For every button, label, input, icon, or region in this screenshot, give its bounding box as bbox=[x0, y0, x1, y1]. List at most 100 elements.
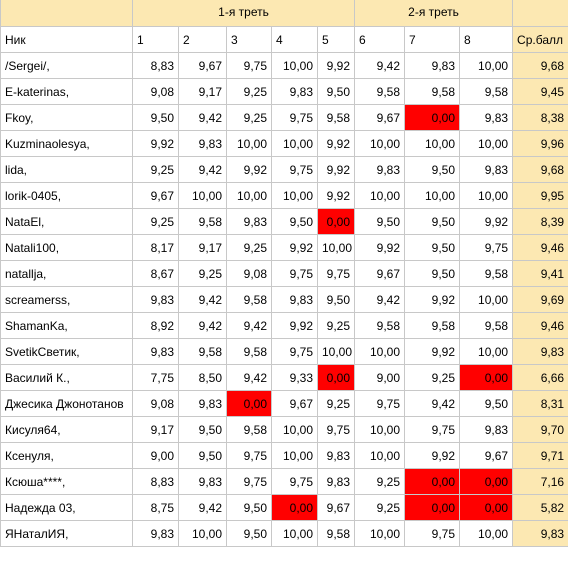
score-cell[interactable]: 10,00 bbox=[459, 338, 514, 365]
average-cell[interactable]: 9,96 bbox=[512, 130, 568, 157]
score-cell[interactable]: 9,50 bbox=[226, 494, 272, 521]
score-cell[interactable]: 9,83 bbox=[459, 156, 514, 183]
column-header-7[interactable]: 7 bbox=[404, 26, 461, 53]
score-cell[interactable]: 10,00 bbox=[316, 234, 356, 261]
participant-name-cell[interactable]: /Sergei/, bbox=[0, 52, 133, 79]
score-cell[interactable]: 9,42 bbox=[226, 364, 272, 391]
score-cell[interactable]: 9,67 bbox=[271, 390, 318, 417]
score-cell[interactable]: 9,58 bbox=[404, 78, 461, 105]
average-cell[interactable]: 6,66 bbox=[512, 364, 568, 391]
score-cell[interactable]: 10,00 bbox=[271, 182, 318, 209]
score-cell[interactable]: 10,00 bbox=[271, 416, 318, 443]
participant-name-cell[interactable]: NataEl, bbox=[0, 208, 133, 235]
score-cell[interactable]: 10,00 bbox=[271, 520, 318, 547]
column-header-3[interactable]: 3 bbox=[226, 26, 272, 53]
score-cell[interactable]: 9,08 bbox=[132, 390, 179, 417]
average-cell[interactable]: 9,83 bbox=[512, 338, 568, 365]
score-cell[interactable]: 7,75 bbox=[132, 364, 179, 391]
score-cell[interactable]: 9,83 bbox=[271, 286, 318, 313]
column-header-avg[interactable]: Ср.балл bbox=[512, 26, 568, 53]
score-cell[interactable]: 9,58 bbox=[354, 312, 406, 339]
score-cell[interactable]: 9,83 bbox=[459, 104, 514, 131]
participant-name-cell[interactable]: Василий К., bbox=[0, 364, 133, 391]
participant-name-cell[interactable]: lida, bbox=[0, 156, 133, 183]
average-cell[interactable]: 9,45 bbox=[512, 78, 568, 105]
score-cell[interactable]: 9,58 bbox=[226, 416, 272, 443]
average-cell[interactable]: 9,68 bbox=[512, 52, 568, 79]
score-cell[interactable]: 9,92 bbox=[404, 338, 461, 365]
score-cell[interactable]: 9,58 bbox=[316, 104, 356, 131]
score-cell[interactable]: 8,17 bbox=[132, 234, 179, 261]
score-cell[interactable]: 9,67 bbox=[459, 442, 514, 469]
score-cell[interactable]: 9,08 bbox=[226, 260, 272, 287]
score-cell[interactable]: 9,42 bbox=[178, 104, 227, 131]
score-cell[interactable]: 9,67 bbox=[316, 494, 356, 521]
column-header-1[interactable]: 1 bbox=[132, 26, 179, 53]
average-cell[interactable]: 9,83 bbox=[512, 520, 568, 547]
score-cell[interactable]: 9,58 bbox=[404, 312, 461, 339]
score-cell[interactable]: 9,75 bbox=[226, 442, 272, 469]
average-cell[interactable]: 8,31 bbox=[512, 390, 568, 417]
score-cell[interactable]: 9,50 bbox=[316, 286, 356, 313]
score-cell[interactable]: 9,17 bbox=[178, 234, 227, 261]
average-cell[interactable]: 5,82 bbox=[512, 494, 568, 521]
average-cell[interactable]: 9,71 bbox=[512, 442, 568, 469]
participant-name-cell[interactable]: Ксенуля, bbox=[0, 442, 133, 469]
score-cell[interactable]: 9,33 bbox=[271, 364, 318, 391]
score-cell[interactable]: 10,00 bbox=[178, 520, 227, 547]
score-cell[interactable]: 9,92 bbox=[271, 234, 318, 261]
score-cell[interactable]: 10,00 bbox=[404, 130, 461, 157]
participant-name-cell[interactable]: Natali100, bbox=[0, 234, 133, 261]
score-cell[interactable]: 10,00 bbox=[459, 182, 514, 209]
group-second-third[interactable]: 2-я треть bbox=[354, 0, 514, 27]
column-header-5[interactable]: 5 bbox=[316, 26, 356, 53]
score-cell[interactable]: 9,25 bbox=[354, 494, 406, 521]
score-cell[interactable]: 9,58 bbox=[316, 520, 356, 547]
score-cell[interactable]: 9,67 bbox=[178, 52, 227, 79]
score-cell[interactable]: 0,00 bbox=[404, 468, 461, 495]
score-cell[interactable]: 9,58 bbox=[178, 208, 227, 235]
participant-name-cell[interactable]: natallja, bbox=[0, 260, 133, 287]
score-cell[interactable]: 9,75 bbox=[404, 416, 461, 443]
score-cell[interactable]: 9,67 bbox=[354, 260, 406, 287]
score-cell[interactable]: 10,00 bbox=[226, 130, 272, 157]
score-cell[interactable]: 9,25 bbox=[316, 390, 356, 417]
score-cell[interactable]: 9,92 bbox=[226, 156, 272, 183]
score-cell[interactable]: 9,83 bbox=[178, 468, 227, 495]
score-cell[interactable]: 0,00 bbox=[271, 494, 318, 521]
score-cell[interactable]: 9,25 bbox=[226, 78, 272, 105]
score-cell[interactable]: 9,50 bbox=[178, 416, 227, 443]
column-header-4[interactable]: 4 bbox=[271, 26, 318, 53]
score-cell[interactable]: 9,58 bbox=[226, 338, 272, 365]
score-cell[interactable]: 9,25 bbox=[404, 364, 461, 391]
participant-name-cell[interactable]: lorik-0405, bbox=[0, 182, 133, 209]
score-cell[interactable]: 10,00 bbox=[354, 182, 406, 209]
score-cell[interactable]: 9,92 bbox=[316, 52, 356, 79]
score-cell[interactable]: 9,50 bbox=[132, 104, 179, 131]
score-cell[interactable]: 0,00 bbox=[404, 494, 461, 521]
score-cell[interactable]: 9,92 bbox=[459, 208, 514, 235]
participant-name-cell[interactable]: ShamanKa, bbox=[0, 312, 133, 339]
score-cell[interactable]: 10,00 bbox=[354, 442, 406, 469]
score-cell[interactable]: 9,92 bbox=[316, 182, 356, 209]
score-cell[interactable]: 9,17 bbox=[178, 78, 227, 105]
score-cell[interactable]: 9,42 bbox=[354, 52, 406, 79]
participant-name-cell[interactable]: Ксюша****, bbox=[0, 468, 133, 495]
score-cell[interactable]: 9,50 bbox=[404, 234, 461, 261]
score-cell[interactable]: 9,75 bbox=[226, 468, 272, 495]
score-cell[interactable]: 9,75 bbox=[404, 520, 461, 547]
average-cell[interactable]: 9,41 bbox=[512, 260, 568, 287]
column-header-8[interactable]: 8 bbox=[459, 26, 514, 53]
score-cell[interactable]: 9,42 bbox=[178, 156, 227, 183]
score-cell[interactable]: 9,50 bbox=[271, 208, 318, 235]
score-cell[interactable]: 9,50 bbox=[459, 390, 514, 417]
score-cell[interactable]: 9,42 bbox=[226, 312, 272, 339]
score-cell[interactable]: 10,00 bbox=[354, 338, 406, 365]
participant-name-cell[interactable]: screamerss, bbox=[0, 286, 133, 313]
score-cell[interactable]: 9,75 bbox=[271, 104, 318, 131]
average-cell[interactable]: 9,46 bbox=[512, 312, 568, 339]
score-cell[interactable]: 9,83 bbox=[354, 156, 406, 183]
score-cell[interactable]: 9,00 bbox=[132, 442, 179, 469]
score-cell[interactable]: 9,83 bbox=[316, 468, 356, 495]
score-cell[interactable]: 9,25 bbox=[132, 156, 179, 183]
